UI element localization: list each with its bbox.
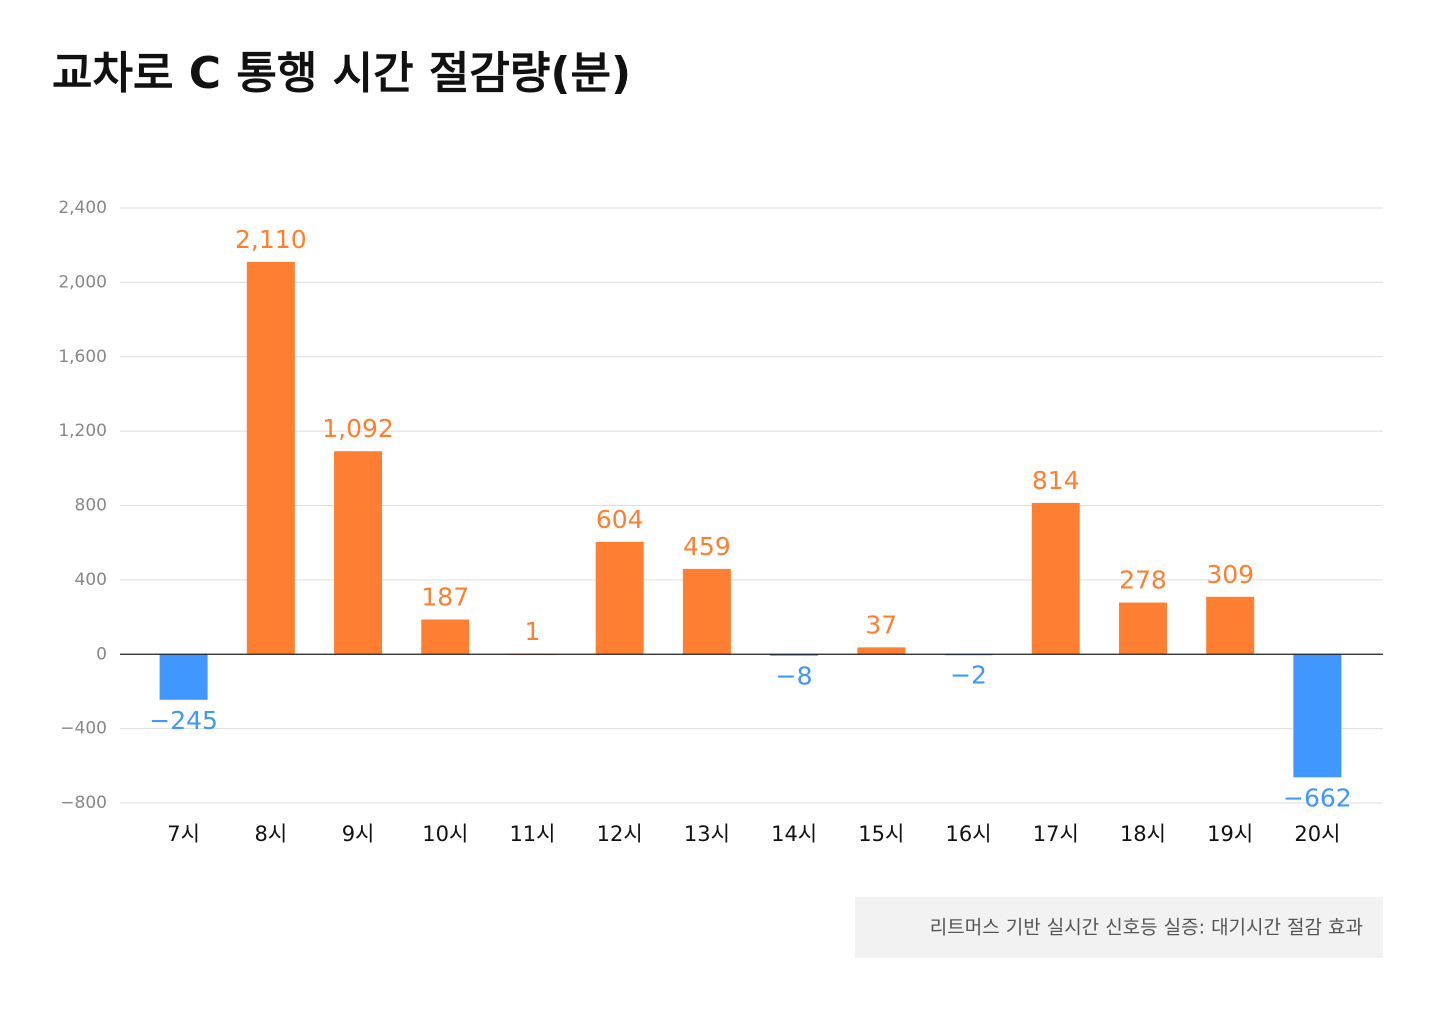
- x-tick-label: 11시: [509, 822, 555, 846]
- bar: [595, 541, 644, 655]
- bar: [1031, 502, 1080, 655]
- x-tick-label: 10시: [422, 822, 468, 846]
- value-label: 814: [1032, 466, 1080, 495]
- note: 리트머스 기반 실시간 신호등 실증: 대기시간 절감 효과: [930, 917, 1363, 939]
- y-tick-label: 2,400: [58, 198, 107, 218]
- value-label: 187: [421, 582, 469, 611]
- y-tick-label: −400: [60, 719, 107, 739]
- value-label: 278: [1119, 566, 1167, 595]
- bar: [1118, 602, 1167, 655]
- bar: [1293, 654, 1342, 778]
- y-tick-label: 400: [75, 570, 107, 590]
- bar: [334, 451, 383, 655]
- bar: [682, 568, 731, 655]
- value-label: 459: [683, 532, 731, 561]
- y-tick-label: 1,600: [58, 347, 107, 367]
- x-tick-label: 18시: [1120, 822, 1166, 846]
- x-tick-label: 8시: [254, 822, 287, 846]
- x-tick-label: 9시: [342, 822, 375, 846]
- value-label: 37: [865, 610, 897, 639]
- bar: [159, 654, 208, 700]
- chart-title: 교차로 C 통행 시간 절감량(분): [52, 48, 631, 99]
- x-tick-label: 14시: [771, 822, 817, 846]
- x-tick-label: 13시: [684, 822, 730, 846]
- note-box: [855, 897, 1383, 958]
- value-label: 2,110: [235, 225, 307, 254]
- y-tick-label: 2,000: [58, 272, 107, 292]
- x-tick-label: 19시: [1207, 822, 1253, 846]
- bar: [1206, 596, 1255, 655]
- bar: [770, 654, 819, 656]
- y-tick-label: −800: [60, 793, 107, 813]
- y-tick-label: 1,200: [58, 421, 107, 441]
- value-label: −8: [776, 662, 813, 691]
- bar: [857, 647, 906, 655]
- x-tick-label: 17시: [1033, 822, 1079, 846]
- x-tick-label: 7시: [167, 822, 200, 846]
- bar: [246, 261, 295, 655]
- y-tick-label: 800: [75, 496, 107, 516]
- value-label: −2: [950, 661, 987, 690]
- x-tick-label: 20시: [1294, 822, 1340, 846]
- value-label: 1,092: [322, 414, 394, 443]
- x-tick-label: 16시: [946, 822, 992, 846]
- x-tick-label: 15시: [858, 822, 904, 846]
- y-tick-label: 0: [96, 644, 107, 664]
- value-label: 604: [596, 505, 644, 534]
- value-label: 1: [525, 617, 541, 646]
- value-label: −245: [149, 706, 218, 735]
- value-label: −662: [1283, 783, 1352, 812]
- x-tick-label: 12시: [597, 822, 643, 846]
- bar: [421, 619, 470, 655]
- value-label: 309: [1206, 560, 1254, 589]
